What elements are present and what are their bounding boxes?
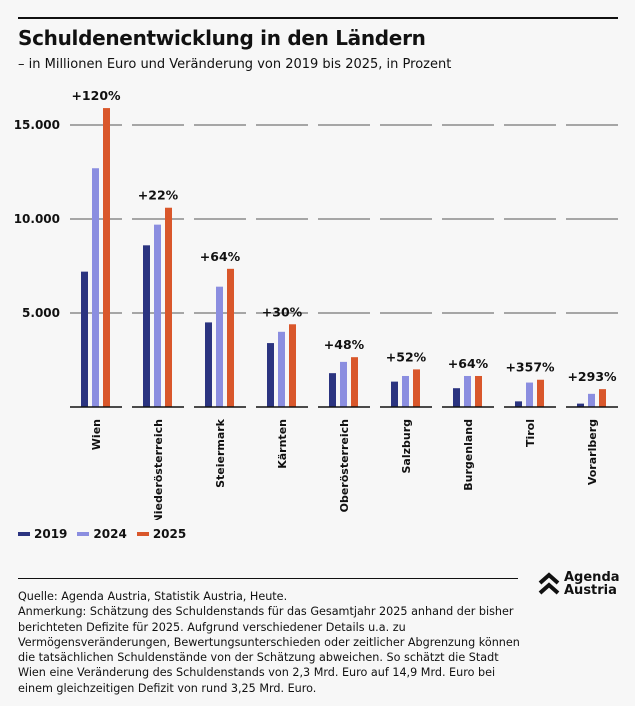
bar-chart: 5.000 10.000 15.000 +120% Wien +22% Niederöste… xyxy=(14,88,618,520)
legend-item-2019: 2019 xyxy=(18,527,67,541)
bar-2024 xyxy=(588,393,595,407)
change-annotation: +64% xyxy=(200,249,241,264)
legend-swatch xyxy=(77,532,90,536)
source-text: Quelle: Agenda Austria, Statistik Austri… xyxy=(18,590,288,603)
change-annotation: +48% xyxy=(324,337,365,352)
legend: 2019 2024 2025 xyxy=(18,527,186,541)
bar-2019 xyxy=(329,373,336,407)
bar-2019 xyxy=(205,322,212,407)
bar-2024 xyxy=(154,224,161,407)
bar-2025 xyxy=(351,357,358,407)
change-annotation: +120% xyxy=(71,88,121,103)
category-label: Burgenland xyxy=(462,419,475,491)
double-chevron-up-icon xyxy=(538,572,560,595)
change-annotation: +22% xyxy=(138,188,179,203)
bar-2025 xyxy=(537,379,544,407)
y-tick-label: 15.000 xyxy=(14,118,60,132)
change-annotation: +64% xyxy=(448,356,489,371)
top-rule xyxy=(18,17,618,19)
bar-2024 xyxy=(278,331,285,407)
bar-2019 xyxy=(267,343,274,407)
category-label: Vorarlberg xyxy=(586,419,599,485)
category-label: Tirol xyxy=(524,419,537,447)
bar-2025 xyxy=(165,207,172,407)
legend-item-2025: 2025 xyxy=(136,527,187,541)
remark-text: Anmerkung: Schätzung des Schuldenstands … xyxy=(18,605,520,695)
bar-2024 xyxy=(526,382,533,407)
bar-2019 xyxy=(515,401,522,407)
bottom-rule xyxy=(18,578,518,579)
logo-line1: Agenda xyxy=(564,570,620,585)
legend-swatch xyxy=(18,532,30,536)
bar-2024 xyxy=(402,375,409,407)
category-label: Kärnten xyxy=(276,419,289,469)
bar-2019 xyxy=(453,388,460,407)
legend-item-2024: 2024 xyxy=(77,527,127,541)
logo-line2: Austria xyxy=(564,583,617,598)
bar-2019 xyxy=(81,271,88,407)
category-label: Niederösterreich xyxy=(152,419,165,520)
notes: Quelle: Agenda Austria, Statistik Austri… xyxy=(18,589,528,696)
chart-title: Schuldenentwicklung in den Ländern xyxy=(18,26,426,50)
legend-label: 2024 xyxy=(93,527,127,541)
bar-2025 xyxy=(227,268,234,407)
category-label: Steiermark xyxy=(214,418,227,488)
legend-swatch xyxy=(136,532,149,536)
bar-2024 xyxy=(92,168,99,407)
change-annotation: +357% xyxy=(505,360,555,375)
bar-2024 xyxy=(464,375,471,407)
bar-2025 xyxy=(475,375,482,407)
bar-2025 xyxy=(289,324,296,407)
change-annotation: +30% xyxy=(262,304,303,319)
bar-2019 xyxy=(143,245,150,407)
category-label: Oberösterreich xyxy=(338,419,351,512)
bar-2019 xyxy=(391,381,398,407)
y-tick-label: 5.000 xyxy=(22,306,60,320)
change-annotation: +52% xyxy=(386,349,427,364)
legend-label: 2025 xyxy=(152,527,187,541)
bar-2019 xyxy=(577,403,584,407)
bar-2025 xyxy=(413,369,420,407)
bar-2025 xyxy=(599,389,606,407)
change-annotation: +293% xyxy=(567,369,617,384)
legend-label: 2019 xyxy=(34,527,68,541)
bar-2024 xyxy=(216,286,223,407)
chart-subtitle: – in Millionen Euro und Veränderung von … xyxy=(18,57,452,72)
bar-2024 xyxy=(340,361,347,407)
agenda-austria-logo: Agenda Austria xyxy=(538,571,620,597)
y-tick-label: 10.000 xyxy=(14,212,60,226)
category-label: Salzburg xyxy=(400,419,413,474)
bar-2025 xyxy=(103,108,110,407)
category-label: Wien xyxy=(90,419,103,450)
